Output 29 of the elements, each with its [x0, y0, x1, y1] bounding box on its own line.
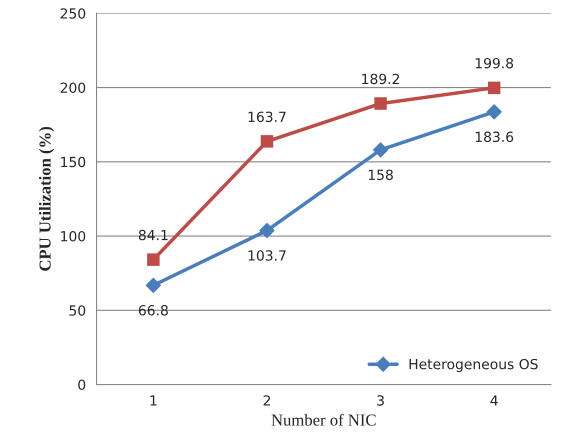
point: [374, 97, 387, 110]
x-axis-title: Number of NIC: [271, 414, 376, 426]
y-tick-label: 100: [61, 230, 86, 242]
x-tick-label: 4: [490, 395, 498, 406]
y-tick-label: 50: [70, 305, 86, 316]
point: [260, 135, 274, 148]
y-tick-label: 0: [78, 380, 86, 390]
data-label: 189.2: [362, 74, 400, 84]
x-tick-label: 3: [377, 395, 384, 406]
x-tick-label: 2: [264, 395, 270, 406]
y-tick-label: 200: [60, 82, 86, 93]
point: [146, 278, 161, 293]
x-tick-label: 1: [150, 395, 156, 406]
point: [486, 104, 502, 120]
data-label: 158: [368, 170, 393, 180]
point: [488, 82, 500, 94]
data-label: 103.7: [248, 250, 286, 261]
data-label: 84.1: [138, 230, 168, 240]
y-axis-title: CPU Utilization (%): [38, 126, 54, 271]
point: [147, 253, 160, 266]
data-label: 66.8: [138, 305, 168, 316]
data-label: 163.7: [248, 112, 286, 122]
legend-label: Heterogeneous OS: [410, 358, 538, 372]
data-label: 183.6: [476, 132, 514, 142]
data-label: 199.8: [476, 58, 514, 68]
point: [372, 142, 388, 158]
point: [259, 222, 275, 238]
y-tick-label: 250: [60, 8, 86, 19]
y-tick-label: 150: [61, 156, 86, 168]
